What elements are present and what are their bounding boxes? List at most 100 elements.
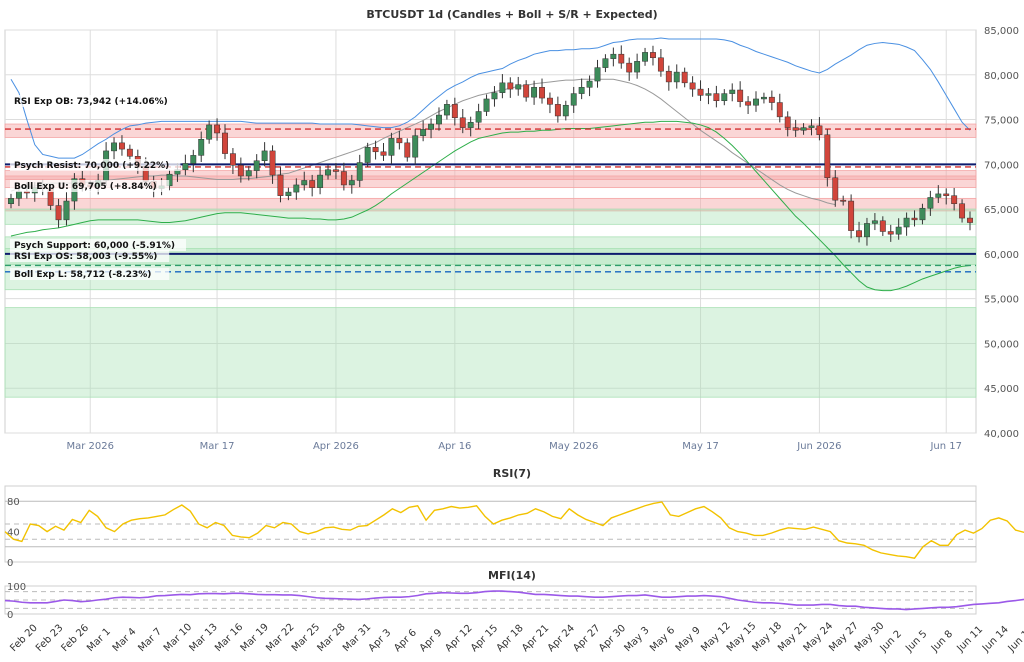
expected-level-label: Boll Exp L: 58,712 (-8.23%) bbox=[10, 268, 170, 280]
candle-up bbox=[531, 87, 538, 98]
expected-level-label: Psych Resist: 70,000 (+9.22%) bbox=[10, 159, 181, 171]
candle-up bbox=[919, 207, 926, 221]
mfi-x-tick-label: Feb 26 bbox=[60, 623, 92, 655]
candle-up bbox=[729, 89, 736, 94]
candle-up bbox=[348, 180, 355, 186]
candle-up bbox=[642, 52, 648, 62]
candle-up bbox=[800, 127, 807, 131]
candle-down bbox=[848, 200, 855, 231]
candle-down bbox=[340, 171, 347, 186]
candle-up bbox=[634, 61, 641, 73]
candle-down bbox=[277, 174, 284, 196]
candle-down bbox=[943, 193, 950, 196]
candle-down bbox=[309, 180, 316, 188]
mfi-y-tick-label: 0 bbox=[7, 610, 13, 621]
label-background bbox=[10, 239, 186, 251]
candle-up bbox=[190, 155, 197, 164]
rsi-y-tick-label: 80 bbox=[7, 497, 20, 508]
candle-down bbox=[879, 220, 886, 232]
price-y-tick-label: 40,000 bbox=[984, 429, 1019, 440]
candle-down bbox=[237, 164, 244, 177]
expected-level-text: Psych Support: 60,000 (-5.91%) bbox=[14, 241, 175, 251]
candle-up bbox=[515, 84, 522, 90]
candle-up bbox=[594, 67, 601, 82]
candle-down bbox=[650, 52, 656, 59]
candle-down bbox=[689, 82, 696, 90]
candle-down bbox=[523, 84, 530, 98]
label-background bbox=[10, 180, 170, 192]
support-zone bbox=[4, 208, 977, 225]
candle-up bbox=[261, 150, 268, 162]
candle-up bbox=[499, 82, 506, 93]
mfi-line bbox=[4, 590, 1024, 611]
expected-level-label: Psych Support: 60,000 (-5.91%) bbox=[10, 239, 186, 251]
main-chart-title: BTCUSDT 1d (Candles + Boll + S/R + Expec… bbox=[366, 8, 657, 21]
rsi-panel-title: RSI(7) bbox=[493, 467, 531, 480]
candle-down bbox=[951, 195, 958, 204]
label-background bbox=[10, 95, 175, 107]
price-x-tick-label: Mar 2026 bbox=[67, 441, 115, 452]
candle-down bbox=[459, 117, 466, 128]
candle-down bbox=[119, 142, 125, 150]
candle-up bbox=[753, 98, 759, 106]
candle-down bbox=[618, 53, 625, 64]
price-x-tick-label: Apr 16 bbox=[438, 441, 471, 452]
mfi-x-tick-label: Apr 18 bbox=[495, 623, 526, 654]
candle-up bbox=[111, 142, 117, 152]
label-background bbox=[10, 250, 170, 262]
resistance-zone bbox=[4, 197, 977, 212]
candle-down bbox=[784, 116, 791, 128]
candle-down bbox=[451, 104, 458, 119]
candle-up bbox=[15, 190, 22, 199]
candle-down bbox=[832, 177, 839, 201]
price-x-tick-label: Jun 17 bbox=[929, 441, 962, 452]
candle-down bbox=[404, 142, 411, 158]
candle-down bbox=[396, 138, 403, 144]
mfi-x-tick-label: Feb 20 bbox=[8, 623, 40, 655]
candle-up bbox=[610, 53, 617, 59]
mfi-x-tick-label: Apr 9 bbox=[418, 627, 445, 654]
mfi-x-tick-label: Apr 24 bbox=[546, 623, 577, 654]
candle-up bbox=[586, 80, 593, 88]
mfi-x-tick-label: Feb 23 bbox=[34, 623, 66, 655]
resistance-zone bbox=[4, 123, 977, 138]
candle-up bbox=[356, 162, 363, 181]
candle-down bbox=[967, 217, 973, 223]
mfi-x-tick-label: Jun 5 bbox=[903, 629, 929, 655]
price-x-tick-label: Mar 17 bbox=[200, 441, 235, 452]
mfi-x-tick-label: Jun 14 bbox=[980, 624, 1011, 655]
candle-up bbox=[206, 124, 213, 140]
expected-level-text: Boll Exp U: 69,705 (+8.84%) bbox=[14, 182, 157, 192]
candle-up bbox=[428, 123, 435, 130]
price-y-tick-label: 70,000 bbox=[984, 160, 1019, 171]
expected-level-text: RSI Exp OS: 58,003 (-9.55%) bbox=[14, 252, 157, 262]
price-x-tick-label: May 17 bbox=[682, 441, 719, 452]
candle-down bbox=[222, 132, 228, 154]
candle-down bbox=[214, 124, 221, 134]
bollinger-upper-line bbox=[10, 37, 971, 159]
candle-up bbox=[301, 180, 308, 186]
candle-down bbox=[507, 82, 514, 90]
candle-up bbox=[935, 193, 942, 198]
candle-up bbox=[895, 226, 902, 235]
candle-up bbox=[705, 93, 712, 96]
mfi-x-tick-label: Mar 7 bbox=[136, 626, 164, 654]
candle-up bbox=[8, 198, 14, 204]
candle-up bbox=[388, 138, 395, 156]
price-y-tick-label: 55,000 bbox=[984, 295, 1019, 306]
candle-up bbox=[325, 169, 331, 176]
candle-up bbox=[293, 184, 300, 193]
mfi-x-tick-label: Apr 21 bbox=[520, 623, 551, 654]
candle-down bbox=[657, 57, 664, 72]
candle-down bbox=[713, 93, 720, 101]
expected-level-label: RSI Exp OS: 58,003 (-9.55%) bbox=[10, 250, 170, 262]
candle-up bbox=[436, 114, 442, 125]
candle-down bbox=[539, 87, 545, 99]
resistance-zone bbox=[4, 170, 977, 180]
mfi-panel-title: MFI(14) bbox=[488, 569, 536, 582]
candle-up bbox=[602, 58, 609, 68]
candle-down bbox=[626, 62, 633, 73]
candle-down bbox=[372, 147, 379, 153]
candle-up bbox=[420, 129, 427, 136]
candle-down bbox=[887, 231, 894, 235]
